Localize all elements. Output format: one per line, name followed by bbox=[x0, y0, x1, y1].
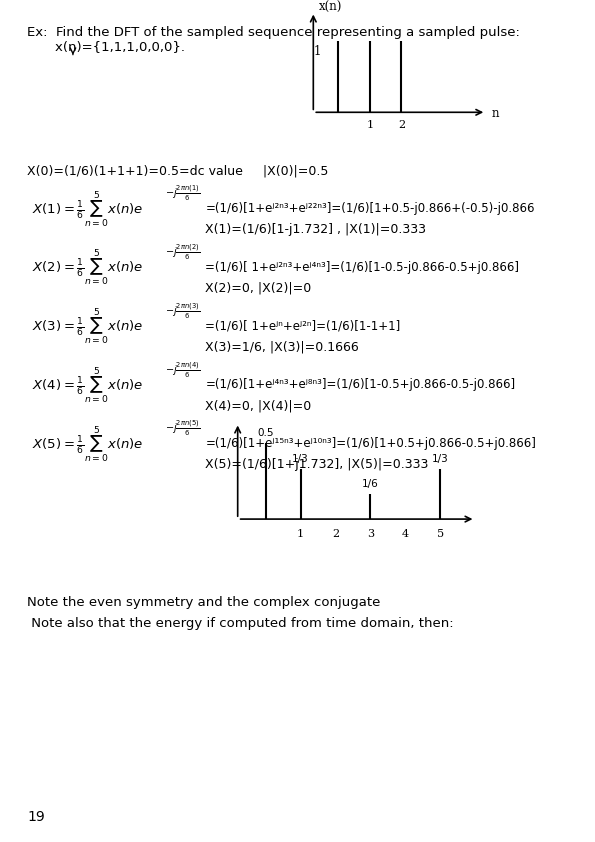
Text: x(n): x(n) bbox=[319, 1, 342, 14]
Text: =(1/6)[1+eʲ⁴ⁿ³+eʲ⁸ⁿ³]=(1/6)[1-0.5+j0.866-0.5-j0.866]: =(1/6)[1+eʲ⁴ⁿ³+eʲ⁸ⁿ³]=(1/6)[1-0.5+j0.866… bbox=[205, 378, 515, 392]
Text: =(1/6)[1+eʲ²ⁿ³+eʲ²²ⁿ³]=(1/6)[1+0.5-j0.866+(-0.5)-j0.866: =(1/6)[1+eʲ²ⁿ³+eʲ²²ⁿ³]=(1/6)[1+0.5-j0.86… bbox=[205, 202, 535, 216]
Text: 19: 19 bbox=[27, 810, 45, 823]
Text: $-j\frac{2\pi n(4)}{6}$: $-j\frac{2\pi n(4)}{6}$ bbox=[165, 360, 200, 380]
Text: $-j\frac{2\pi n(5)}{6}$: $-j\frac{2\pi n(5)}{6}$ bbox=[165, 418, 200, 439]
Text: x(n)={1,1,1,0,0,0}.: x(n)={1,1,1,0,0,0}. bbox=[38, 40, 185, 53]
Text: =(1/6)[ 1+eʲ²ⁿ³+eʲ⁴ⁿ³]=(1/6)[1-0.5-j0.866-0.5+j0.866]: =(1/6)[ 1+eʲ²ⁿ³+eʲ⁴ⁿ³]=(1/6)[1-0.5-j0.86… bbox=[205, 261, 519, 274]
Text: $-j\frac{2\pi n(3)}{6}$: $-j\frac{2\pi n(3)}{6}$ bbox=[165, 301, 200, 321]
Text: 4: 4 bbox=[402, 529, 409, 539]
Text: 2: 2 bbox=[332, 529, 339, 539]
Text: $X(4) = \frac{1}{6}\sum_{n=0}^{5} x(n)e$: $X(4) = \frac{1}{6}\sum_{n=0}^{5} x(n)e$ bbox=[32, 365, 144, 405]
Text: $X(3) = \frac{1}{6}\sum_{n=0}^{5} x(n)e$: $X(3) = \frac{1}{6}\sum_{n=0}^{5} x(n)e$ bbox=[32, 306, 144, 346]
Text: 1: 1 bbox=[297, 529, 304, 539]
Text: 3: 3 bbox=[367, 529, 374, 539]
Text: 1/3: 1/3 bbox=[432, 454, 449, 464]
Text: $X(2) = \frac{1}{6}\sum_{n=0}^{5} x(n)e$: $X(2) = \frac{1}{6}\sum_{n=0}^{5} x(n)e$ bbox=[32, 248, 144, 287]
Text: =(1/6)[1+eʲ¹⁵ⁿ³+eʲ¹⁰ⁿ³]=(1/6)[1+0.5+j0.866-0.5+j0.866]: =(1/6)[1+eʲ¹⁵ⁿ³+eʲ¹⁰ⁿ³]=(1/6)[1+0.5+j0.8… bbox=[205, 437, 536, 450]
Text: 1: 1 bbox=[313, 45, 321, 58]
Text: 5: 5 bbox=[437, 529, 444, 539]
Text: 1/3: 1/3 bbox=[292, 454, 309, 464]
Text: $-j\frac{2\pi n(1)}{6}$: $-j\frac{2\pi n(1)}{6}$ bbox=[165, 184, 200, 204]
Text: $-j\frac{2\pi n(2)}{6}$: $-j\frac{2\pi n(2)}{6}$ bbox=[165, 242, 200, 262]
Text: Ex:  Find the DFT of the sampled sequence representing a sampled pulse:: Ex: Find the DFT of the sampled sequence… bbox=[27, 26, 520, 39]
Text: =(1/6)[ 1+eʲⁿ+eʲ²ⁿ]=(1/6)[1-1+1]: =(1/6)[ 1+eʲⁿ+eʲ²ⁿ]=(1/6)[1-1+1] bbox=[205, 320, 400, 333]
Text: $X(5) = \frac{1}{6}\sum_{n=0}^{5} x(n)e$: $X(5) = \frac{1}{6}\sum_{n=0}^{5} x(n)e$ bbox=[32, 424, 144, 464]
Text: 2: 2 bbox=[397, 120, 405, 130]
Text: X(4)=0, |X(4)|=0: X(4)=0, |X(4)|=0 bbox=[205, 399, 312, 413]
Text: X(5)=(1/6)[1+j1.732], |X(5)|=0.333: X(5)=(1/6)[1+j1.732], |X(5)|=0.333 bbox=[205, 458, 428, 471]
Text: X(1)=(1/6)[1-j1.732] , |X(1)|=0.333: X(1)=(1/6)[1-j1.732] , |X(1)|=0.333 bbox=[205, 223, 426, 237]
Text: X(0)=(1/6)(1+1+1)=0.5=dc value     |X(0)|=0.5: X(0)=(1/6)(1+1+1)=0.5=dc value |X(0)|=0.… bbox=[27, 164, 328, 178]
Text: X(3)=1/6, |X(3)|=0.1666: X(3)=1/6, |X(3)|=0.1666 bbox=[205, 341, 359, 354]
Text: 1/6: 1/6 bbox=[362, 479, 378, 489]
Text: X(2)=0, |X(2)|=0: X(2)=0, |X(2)|=0 bbox=[205, 282, 312, 295]
Text: 0.5: 0.5 bbox=[258, 429, 274, 439]
Text: 1: 1 bbox=[367, 120, 374, 130]
Text: n: n bbox=[491, 108, 499, 120]
Text: Note also that the energy if computed from time domain, then:: Note also that the energy if computed fr… bbox=[27, 617, 453, 631]
Text: Note the even symmetry and the complex conjugate: Note the even symmetry and the complex c… bbox=[27, 596, 380, 610]
Text: $X(1) = \frac{1}{6}\sum_{n=0}^{5} x(n)e$: $X(1) = \frac{1}{6}\sum_{n=0}^{5} x(n)e$ bbox=[32, 189, 144, 229]
